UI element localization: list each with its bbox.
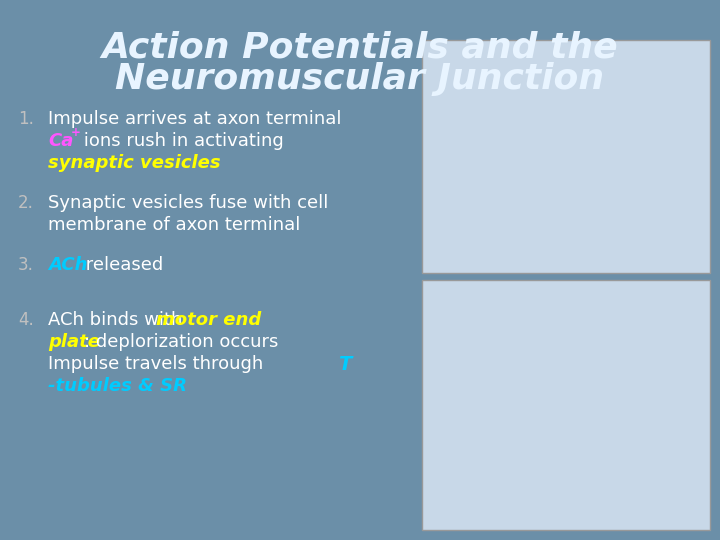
Text: motor end: motor end	[156, 311, 261, 329]
Text: Impulse travels through: Impulse travels through	[48, 355, 264, 373]
Text: 4.: 4.	[18, 311, 34, 329]
Text: ACh binds with: ACh binds with	[48, 311, 194, 329]
Text: : deplorization occurs: : deplorization occurs	[84, 333, 279, 351]
Text: ions rush in activating: ions rush in activating	[78, 132, 284, 150]
Text: Impulse arrives at axon terminal: Impulse arrives at axon terminal	[48, 110, 341, 128]
Text: plate: plate	[48, 333, 100, 351]
Text: Neuromuscular Junction: Neuromuscular Junction	[115, 62, 605, 96]
Bar	[422, 40, 710, 273]
Text: membrane of axon terminal: membrane of axon terminal	[48, 216, 300, 234]
Text: Action Potentials and the: Action Potentials and the	[102, 30, 618, 64]
Text: ACh: ACh	[48, 256, 88, 274]
Text: synaptic vesicles: synaptic vesicles	[48, 154, 220, 172]
Text: T: T	[338, 355, 351, 374]
Text: 3.: 3.	[18, 256, 34, 274]
Bar	[422, 280, 710, 530]
Text: Ca: Ca	[48, 132, 73, 150]
Text: Synaptic vesicles fuse with cell: Synaptic vesicles fuse with cell	[48, 194, 328, 212]
Text: 2.: 2.	[18, 194, 34, 212]
Text: released: released	[80, 256, 163, 274]
Text: -tubules & SR: -tubules & SR	[48, 377, 187, 395]
Text: 1.: 1.	[18, 110, 34, 128]
Text: +: +	[71, 126, 81, 139]
